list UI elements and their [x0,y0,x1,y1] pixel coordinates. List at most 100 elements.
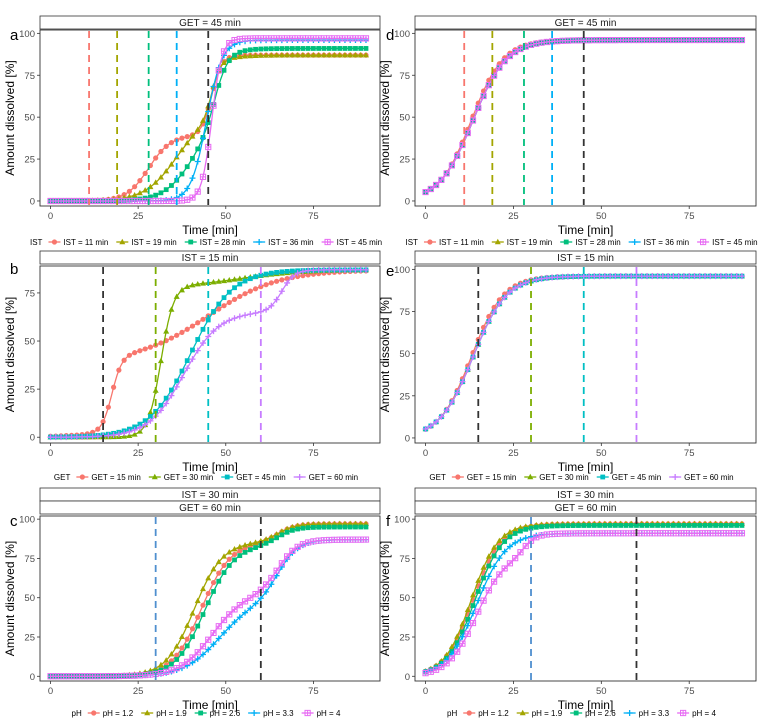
data-point [169,183,174,188]
legend-item: GET = 30 min [148,473,213,482]
y-tick-label: 25 [399,155,410,166]
data-point [137,178,143,184]
data-point [215,558,222,565]
data-point [332,524,337,530]
data-point [226,58,232,64]
data-point [596,273,603,280]
data-point [221,629,228,636]
legend-label: IST = 11 min [63,238,108,247]
data-point [153,155,159,161]
data-point [226,611,233,618]
data-point [58,434,65,441]
data-point [469,619,477,627]
data-point [200,326,206,332]
data-point [539,524,544,530]
data-point [502,539,508,544]
data-point [332,46,337,51]
data-point [174,657,180,662]
data-point [268,52,275,58]
data-point [294,51,301,58]
data-point [501,532,508,538]
data-point [168,667,175,674]
x-tick-label: 0 [423,211,428,222]
data-point [173,665,180,672]
data-point [163,187,169,193]
strip-label: GET = 45 min [555,18,617,29]
data-point [136,189,143,196]
data-point [215,623,222,630]
data-point [178,286,185,293]
data-point [517,45,524,53]
x-tick-label: 25 [133,686,144,697]
data-point [718,523,724,528]
data-point [326,51,333,58]
data-point [257,595,264,602]
panel-letter: b [10,261,18,278]
data-point [321,46,327,51]
series-5 [47,35,370,205]
data-point [469,117,477,124]
legend: GET GET = 15 min GET = 30 min GET = 45 min G… [429,473,733,482]
data-point [236,614,243,621]
data-point [184,358,190,364]
data-point [210,278,217,285]
data-point [713,523,718,528]
data-point [226,45,233,52]
data-point [210,102,217,109]
data-point [226,299,232,306]
data-point [189,194,196,201]
strip-box [414,15,757,30]
data-point [491,563,498,570]
data-point [618,523,624,528]
data-point [739,523,745,528]
data-point [512,531,518,536]
data-point [284,529,290,535]
data-point [496,64,503,71]
data-point [565,523,571,529]
data-point [252,286,259,292]
data-point [184,283,191,290]
panel-b: IST = 15 min b 0 25 50 75 0 25 50 75 Time [min] Amo… [3,250,381,482]
data-point [738,530,746,537]
data-point [617,273,624,280]
y-tick-label: 0 [30,196,35,207]
data-point [184,643,190,649]
data-point [253,274,258,280]
data-point [68,434,75,441]
strip-label: IST = 30 min [557,490,614,501]
data-point [221,67,227,73]
data-point [226,563,232,568]
data-point [352,51,359,58]
data-point [284,268,290,274]
data-point [131,431,138,437]
legend-item: pH = 2.6 [194,709,241,718]
data-point [241,598,249,605]
data-point [470,603,476,608]
data-point [237,49,243,55]
data-point [316,524,322,530]
data-point [89,433,96,440]
legend-key-marker [91,710,97,716]
data-point [220,616,228,624]
data-point [194,158,201,165]
y-tick-label: 75 [24,554,35,565]
data-point [247,605,254,612]
data-point [184,196,191,203]
data-point [158,148,164,155]
legend-item: GET = 45 min [221,473,286,482]
data-point [194,126,201,132]
data-point [247,540,254,547]
data-point [591,273,598,280]
y-tick-label: 75 [399,554,410,565]
legend-key-marker [573,710,579,716]
data-point [289,268,295,274]
data-point [665,523,671,528]
y-tick-label: 50 [399,349,410,360]
data-point [300,525,306,531]
data-point [491,553,497,559]
legend-label: pH = 3.3 [639,709,670,718]
legend-key-marker [466,710,472,716]
data-point [315,267,322,274]
data-point [189,610,196,616]
data-point [633,273,640,280]
